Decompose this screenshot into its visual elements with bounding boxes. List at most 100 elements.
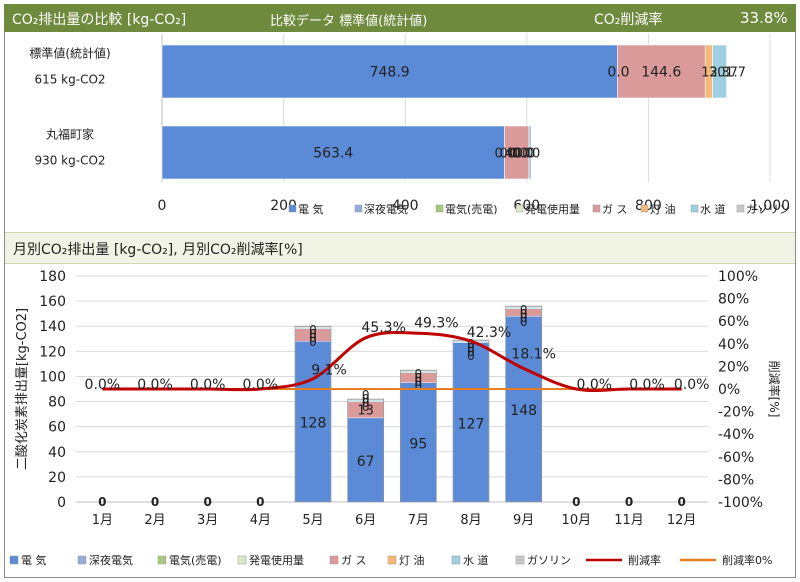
zero-label: 0 <box>309 327 317 341</box>
line-value-label: 49.3% <box>414 315 458 331</box>
zero-label: 0 <box>309 323 317 337</box>
y-tick-label: 80 <box>48 395 66 411</box>
bar-segment <box>712 44 727 99</box>
x-tick-label: 10月 <box>562 513 592 528</box>
zero-label: 0 <box>362 388 370 402</box>
data-label: 0.0 <box>607 65 629 81</box>
x-tick-label: 5月 <box>302 513 323 528</box>
line-value-label: 18.1% <box>511 347 555 363</box>
legend-swatch <box>736 204 745 213</box>
y2-tick-label: 80% <box>718 292 749 308</box>
legend-label: 発電使用量 <box>525 202 580 216</box>
bar-outline <box>294 325 332 503</box>
y-tick-label: 180 <box>39 269 66 285</box>
y2-tick-label: 40% <box>718 337 749 353</box>
data-label: 0.0 <box>515 147 536 162</box>
bar-segment <box>617 44 706 99</box>
monthly-section-header: 月別CO₂排出量 [kg-CO₂], 月別CO₂削減率[%] <box>5 232 795 264</box>
data-label: 0.7 <box>717 66 738 81</box>
legend-swatch <box>354 204 363 213</box>
header-title: CO₂排出量の比較 [kg-CO₂] <box>12 12 187 28</box>
legend-label: 削減率 <box>628 553 661 567</box>
x-tick-label: 7月 <box>408 513 429 528</box>
legend-label: 電気(売電) <box>169 553 222 567</box>
legend-label: 水 道 <box>463 553 489 567</box>
zero-label: 0 <box>309 335 317 349</box>
line-value-label: 0.0% <box>629 377 665 393</box>
zero-label: 0 <box>520 315 528 329</box>
y-tick-label: 20 <box>48 470 66 486</box>
reduction-rate-label: CO₂削減率 <box>594 12 663 28</box>
x-tick-label: 9月 <box>513 513 534 528</box>
zero-label: 0 <box>467 341 475 355</box>
zero-label: 0 <box>415 379 423 393</box>
x-tick-label: 12月 <box>667 513 697 528</box>
legend-swatch <box>9 555 19 565</box>
legend-label: 削減率0% <box>722 553 772 567</box>
y2-tick-label: -60% <box>718 450 754 466</box>
bar-segment <box>400 382 437 503</box>
data-label: 40.0 <box>505 147 534 162</box>
legend-swatch <box>329 555 339 565</box>
bar-value-label: 67 <box>357 454 375 470</box>
zero-label: 0 <box>625 495 633 509</box>
x-tick-label: 0 <box>158 198 167 214</box>
y2-tick-label: -40% <box>718 427 754 443</box>
y-tick-label: 0 <box>57 495 66 511</box>
zero-label: 0 <box>309 331 317 345</box>
data-label: 0.0 <box>500 147 521 162</box>
line-value-label: 0.0% <box>190 377 226 393</box>
legend-swatch <box>157 555 167 565</box>
y2-tick-label: 100% <box>718 269 758 285</box>
y-tick-label: 160 <box>39 294 66 310</box>
data-label: 1.7 <box>725 66 746 81</box>
bar-segment <box>161 125 505 180</box>
legend-swatch <box>237 555 247 565</box>
comparison-header: CO₂排出量の比較 [kg-CO₂] 比較データ 標準値(統計値) CO₂削減率… <box>4 4 796 32</box>
y-tick-label: 100 <box>39 369 66 385</box>
x-tick-label: 6月 <box>355 513 376 528</box>
zero-label: 0 <box>415 367 423 381</box>
y2-tick-label: 60% <box>718 314 749 330</box>
data-label: 0.0 <box>520 147 541 162</box>
legend-label: 発電使用量 <box>249 553 304 567</box>
x-tick-label: 11月 <box>614 513 644 528</box>
legend-swatch <box>288 204 297 213</box>
x-tick-label: 2月 <box>144 513 165 528</box>
bar-value-label: 128 <box>300 416 327 432</box>
zero-label: 0 <box>467 349 475 363</box>
bar-outline <box>505 305 542 503</box>
category-sublabel: 930 kg-CO2 <box>34 154 105 168</box>
zero-label: 0 <box>98 495 106 509</box>
y-tick-label: 120 <box>39 344 66 360</box>
data-label: 144.6 <box>641 65 681 81</box>
legend-label: ガソリン <box>746 203 790 216</box>
category-label: 丸福町家 <box>46 127 94 142</box>
line-value-label: 9.1% <box>311 363 347 379</box>
legend-label: ガ ス <box>341 554 367 567</box>
legend-label: 水 道 <box>700 202 726 216</box>
y2-axis-title: 削減率[%] <box>767 361 782 418</box>
data-label: 12 <box>701 66 718 81</box>
category-label: 標準値(統計値) <box>29 46 110 61</box>
legend-label: 電気(売電) <box>445 202 498 216</box>
x-tick-label: 4月 <box>250 513 271 528</box>
zero-label: 0 <box>415 371 423 385</box>
x-tick-label: 3月 <box>197 513 218 528</box>
legend-label: ガ ス <box>602 203 628 216</box>
bar-segment <box>504 125 530 180</box>
reduction-rate-value: 33.8% <box>740 9 788 27</box>
line-value-label: 0.0% <box>674 377 710 393</box>
data-label: 0.0 <box>495 147 516 162</box>
y2-tick-label: -80% <box>718 472 754 488</box>
bar-value-label: 95 <box>409 436 427 452</box>
x-tick-label: 8月 <box>460 513 481 528</box>
zero-label: 0 <box>362 392 370 406</box>
bar-value-label: 13 <box>357 404 374 419</box>
zero-label: 0 <box>203 495 211 509</box>
bar-segment <box>347 417 384 503</box>
zero-label: 0 <box>467 337 475 351</box>
line-value-label: 0.0% <box>137 377 173 393</box>
